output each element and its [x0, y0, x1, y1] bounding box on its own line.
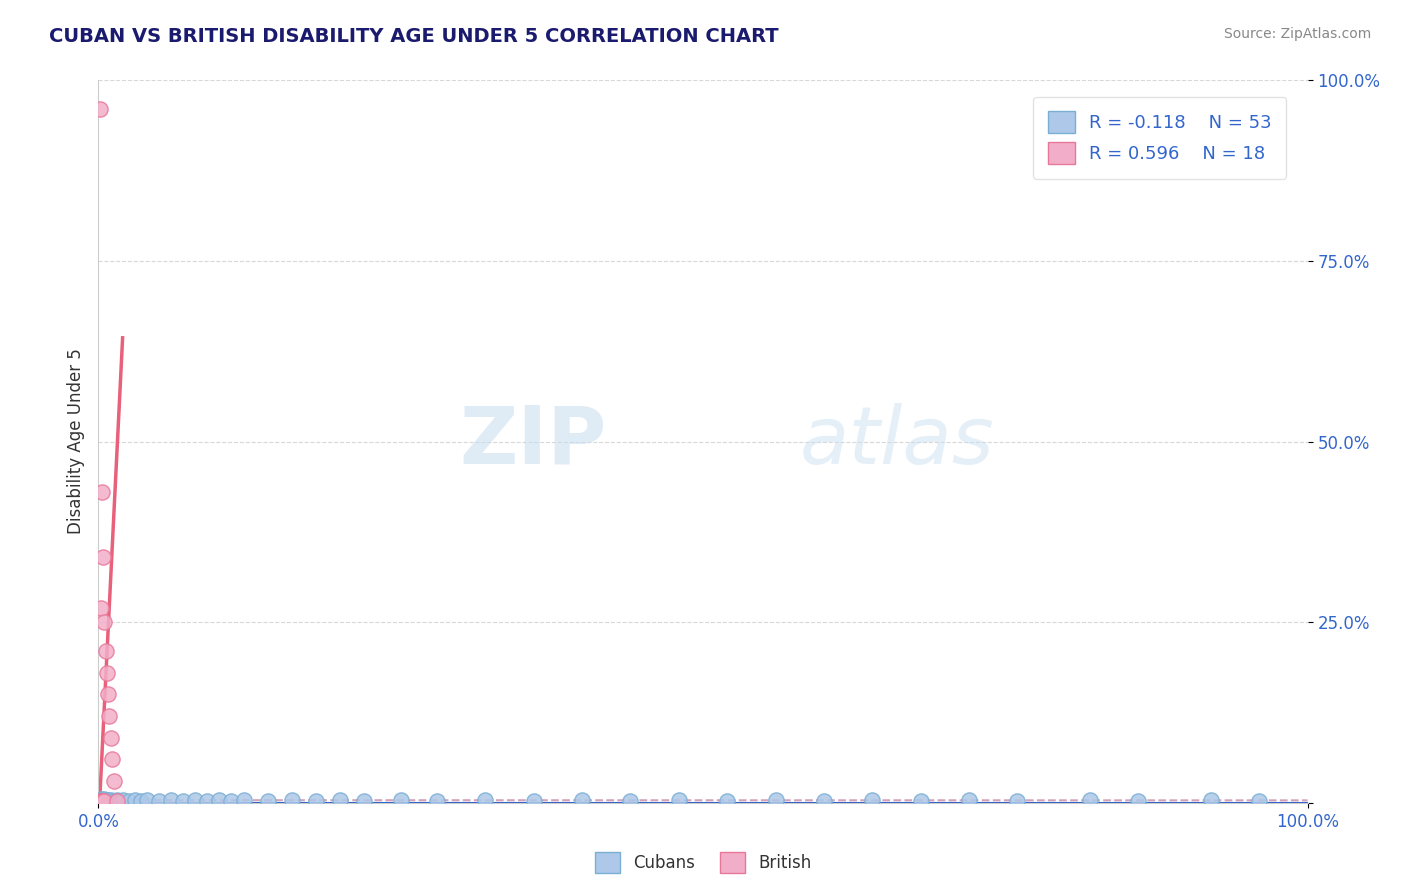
Point: [195, 794, 218, 808]
Point: [305, 794, 328, 808]
Point: [353, 794, 375, 808]
Point: [389, 793, 412, 807]
Point: [96, 665, 118, 680]
Point: [97, 687, 120, 701]
Point: [94, 793, 117, 807]
Point: [100, 793, 122, 807]
Point: [91, 794, 114, 808]
Point: [221, 794, 243, 808]
Point: [90, 600, 112, 615]
Point: [135, 793, 157, 807]
Point: [101, 794, 124, 808]
Point: [111, 793, 134, 807]
Text: atlas: atlas: [800, 402, 994, 481]
Point: [93, 615, 115, 630]
Point: [93, 792, 115, 806]
Point: [90, 792, 112, 806]
Point: [91, 794, 114, 808]
Point: [91, 793, 114, 807]
Point: [1128, 794, 1150, 808]
Point: [256, 794, 278, 808]
Point: [668, 793, 690, 807]
Point: [232, 793, 254, 807]
Point: [160, 793, 183, 807]
Point: [1078, 793, 1101, 807]
Point: [100, 752, 122, 766]
Point: [100, 731, 122, 745]
Point: [91, 485, 114, 500]
Point: [118, 794, 141, 808]
Point: [148, 794, 170, 808]
Point: [89, 793, 111, 807]
Point: [1007, 794, 1029, 808]
Point: [93, 794, 115, 808]
Point: [91, 793, 114, 807]
Point: [90, 794, 112, 808]
Point: [184, 793, 207, 807]
Point: [97, 793, 120, 807]
Point: [96, 794, 118, 808]
Point: [98, 709, 121, 723]
Point: [523, 794, 546, 808]
Point: [108, 794, 131, 808]
Point: [765, 793, 787, 807]
Point: [89, 102, 111, 116]
Point: [105, 794, 128, 808]
Text: Source: ZipAtlas.com: Source: ZipAtlas.com: [1223, 27, 1371, 41]
Point: [129, 794, 152, 808]
Legend: Cubans, British: Cubans, British: [588, 846, 818, 880]
Point: [426, 794, 449, 808]
Point: [91, 794, 114, 808]
Point: [957, 793, 980, 807]
Point: [91, 794, 114, 808]
Point: [1199, 793, 1222, 807]
Y-axis label: Disability Age Under 5: Disability Age Under 5: [66, 349, 84, 534]
Legend: R = -0.118    N = 53, R = 0.596    N = 18: R = -0.118 N = 53, R = 0.596 N = 18: [1033, 96, 1286, 178]
Point: [813, 794, 835, 808]
Point: [98, 794, 121, 808]
Point: [94, 644, 117, 658]
Point: [90, 794, 112, 808]
Point: [89, 794, 111, 808]
Text: CUBAN VS BRITISH DISABILITY AGE UNDER 5 CORRELATION CHART: CUBAN VS BRITISH DISABILITY AGE UNDER 5 …: [49, 27, 779, 45]
Point: [103, 774, 125, 789]
Text: ZIP: ZIP: [458, 402, 606, 481]
Point: [281, 793, 304, 807]
Point: [716, 794, 738, 808]
Point: [208, 793, 231, 807]
Point: [1249, 794, 1271, 808]
Point: [571, 793, 593, 807]
Point: [329, 793, 352, 807]
Point: [172, 794, 194, 808]
Point: [910, 794, 932, 808]
Point: [474, 793, 496, 807]
Point: [93, 794, 115, 808]
Point: [105, 793, 128, 807]
Point: [91, 550, 114, 565]
Point: [124, 793, 146, 807]
Point: [860, 793, 883, 807]
Point: [619, 794, 641, 808]
